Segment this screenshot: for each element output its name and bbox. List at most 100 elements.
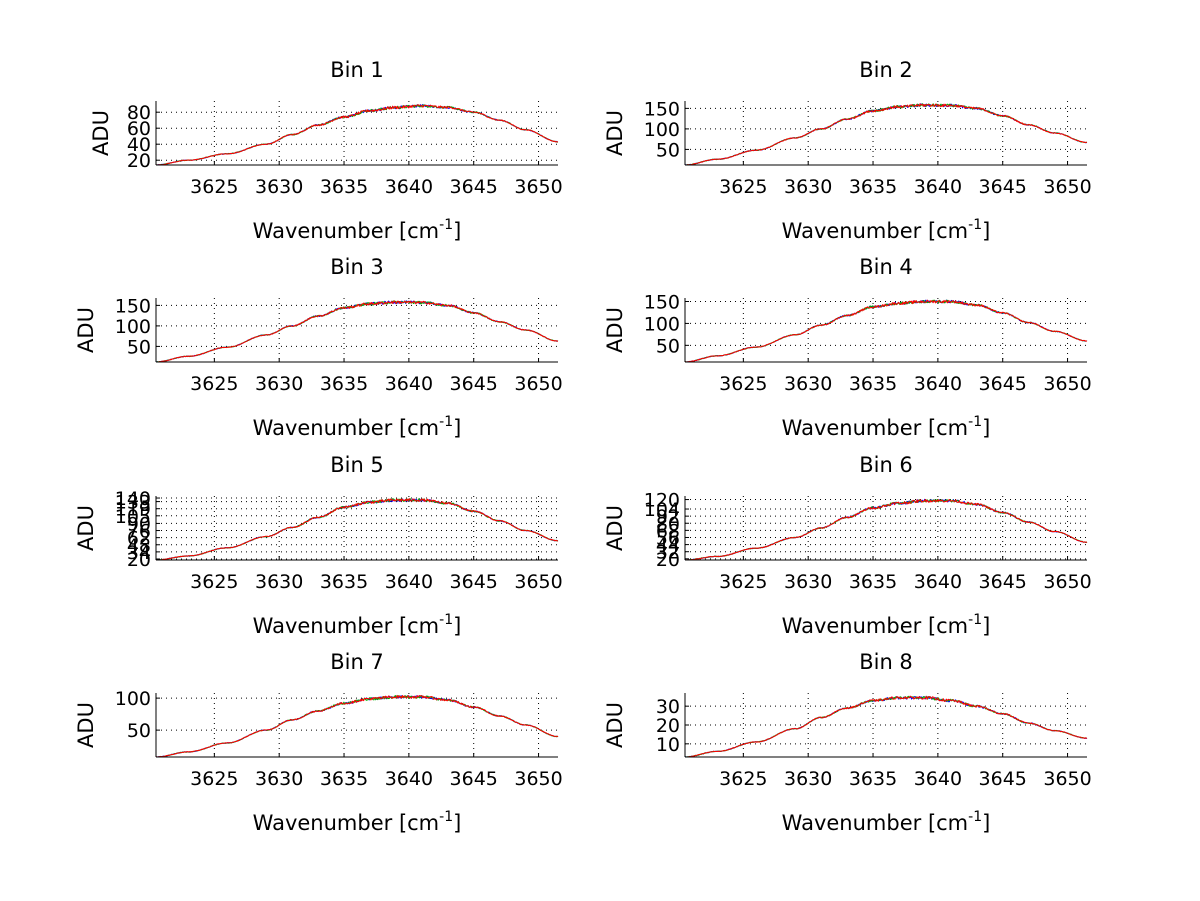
- x-tick-label: 3630: [255, 373, 303, 395]
- subplot-7: Bin 7 3625 3630 3635 3640 3645 3650 50 100 Wavenu…: [74, 650, 563, 835]
- x-tick-label: 3635: [320, 768, 368, 790]
- x-tick-label: 3630: [784, 373, 832, 395]
- y-tick-label: 140: [115, 488, 151, 510]
- x-tick-label: 3650: [514, 768, 562, 790]
- x-tick-label: 3640: [385, 768, 433, 790]
- series-line-red: [684, 103, 1087, 166]
- x-tick-label: 3625: [190, 176, 238, 198]
- x-axis-label-text: Wavenumber [cm: [253, 614, 439, 638]
- x-tick-label: 3650: [514, 176, 562, 198]
- series-line-blue: [684, 299, 1088, 363]
- x-tick-label: 3645: [450, 571, 498, 593]
- y-tick-label: 150: [644, 98, 680, 120]
- series-line-green: [684, 103, 1088, 166]
- y-tick-label: 50: [656, 139, 680, 161]
- x-tick-label: 3645: [979, 176, 1027, 198]
- x-tick-label: 3645: [450, 176, 498, 198]
- x-tick-label: 3640: [914, 571, 962, 593]
- x-axis-label-close: ]: [453, 219, 461, 243]
- x-axis-label-exponent: -1: [968, 809, 982, 825]
- x-axis-label-text: Wavenumber [cm: [782, 811, 968, 835]
- x-axis-label-close: ]: [453, 811, 461, 835]
- series-line-blue: [685, 695, 1088, 758]
- x-axis-label-text: Wavenumber [cm: [782, 219, 968, 243]
- y-tick-label: 30: [656, 696, 680, 718]
- y-tick-label: 62: [127, 528, 151, 550]
- y-tick-label: 20: [127, 150, 151, 172]
- x-tick-label: 3625: [719, 373, 767, 395]
- x-axis-label: Wavenumber [cm-1]: [782, 414, 991, 440]
- x-tick-label: 3630: [255, 176, 303, 198]
- x-tick-label: 3625: [719, 571, 767, 593]
- x-axis-label: Wavenumber [cm-1]: [253, 414, 462, 440]
- series-line-red: [684, 498, 1088, 561]
- subplot-title: Bin 5: [330, 453, 384, 477]
- y-axis-label: ADU: [74, 702, 98, 748]
- y-tick-label: 80: [656, 513, 680, 535]
- subplot-title: Bin 7: [330, 650, 384, 674]
- y-tick-label: 32: [656, 542, 680, 564]
- x-tick-label: 3635: [849, 176, 897, 198]
- x-tick-label: 3650: [514, 571, 562, 593]
- x-axis-label-exponent: -1: [968, 414, 982, 430]
- y-tick-label: 76: [127, 521, 151, 543]
- y-tick-label: 20: [656, 715, 680, 737]
- x-tick-label: 3635: [849, 373, 897, 395]
- x-tick-label: 3635: [320, 373, 368, 395]
- x-tick-label: 3640: [385, 176, 433, 198]
- x-axis-label: Wavenumber [cm-1]: [782, 612, 991, 638]
- series-line-blue: [155, 300, 559, 363]
- y-tick-label: 40: [127, 134, 151, 156]
- series-line-red: [155, 104, 559, 166]
- y-tick-label: 50: [127, 720, 151, 742]
- y-axis-label: ADU: [603, 505, 627, 551]
- x-tick-label: 3630: [784, 571, 832, 593]
- x-axis-label-exponent: -1: [968, 217, 982, 233]
- y-tick-label: 100: [115, 316, 151, 338]
- x-tick-label: 3640: [914, 768, 962, 790]
- x-tick-label: 3625: [190, 571, 238, 593]
- x-tick-label: 3635: [849, 571, 897, 593]
- x-axis-label: Wavenumber [cm-1]: [253, 217, 462, 243]
- y-tick-label: 150: [115, 295, 151, 317]
- x-tick-label: 3650: [1043, 571, 1091, 593]
- y-tick-label: 100: [115, 688, 151, 710]
- y-tick-label: 50: [127, 336, 151, 358]
- series-line-red: [685, 695, 1088, 758]
- x-axis-label-close: ]: [453, 416, 461, 440]
- x-axis-label-text: Wavenumber [cm: [253, 416, 439, 440]
- x-tick-label: 3640: [914, 176, 962, 198]
- series-line-blue: [155, 695, 559, 758]
- x-tick-label: 3625: [190, 373, 238, 395]
- y-axis-label: ADU: [74, 505, 98, 551]
- x-axis-label-text: Wavenumber [cm: [782, 416, 968, 440]
- x-tick-label: 3630: [784, 176, 832, 198]
- x-axis-label-close: ]: [982, 416, 990, 440]
- x-axis-label-close: ]: [982, 614, 990, 638]
- x-axis-label: Wavenumber [cm-1]: [253, 809, 462, 835]
- x-axis-label-close: ]: [453, 614, 461, 638]
- subplot-title: Bin 6: [859, 453, 913, 477]
- x-tick-label: 3630: [784, 768, 832, 790]
- x-axis-label-exponent: -1: [439, 414, 453, 430]
- x-tick-label: 3635: [849, 768, 897, 790]
- y-tick-label: 105: [115, 506, 151, 528]
- x-axis-label-close: ]: [982, 811, 990, 835]
- series-line-green: [684, 695, 1088, 758]
- y-tick-label: 20: [127, 549, 151, 571]
- y-tick-label: 80: [127, 102, 151, 124]
- y-tick-label: 56: [656, 527, 680, 549]
- x-axis-label: Wavenumber [cm-1]: [253, 612, 462, 638]
- y-axis-label: ADU: [89, 110, 113, 156]
- x-tick-label: 3645: [450, 768, 498, 790]
- x-tick-label: 3645: [979, 373, 1027, 395]
- x-axis-label-text: Wavenumber [cm: [253, 219, 439, 243]
- series-line-blue: [684, 103, 1088, 166]
- x-tick-label: 3630: [255, 571, 303, 593]
- y-tick-label: 100: [644, 313, 680, 335]
